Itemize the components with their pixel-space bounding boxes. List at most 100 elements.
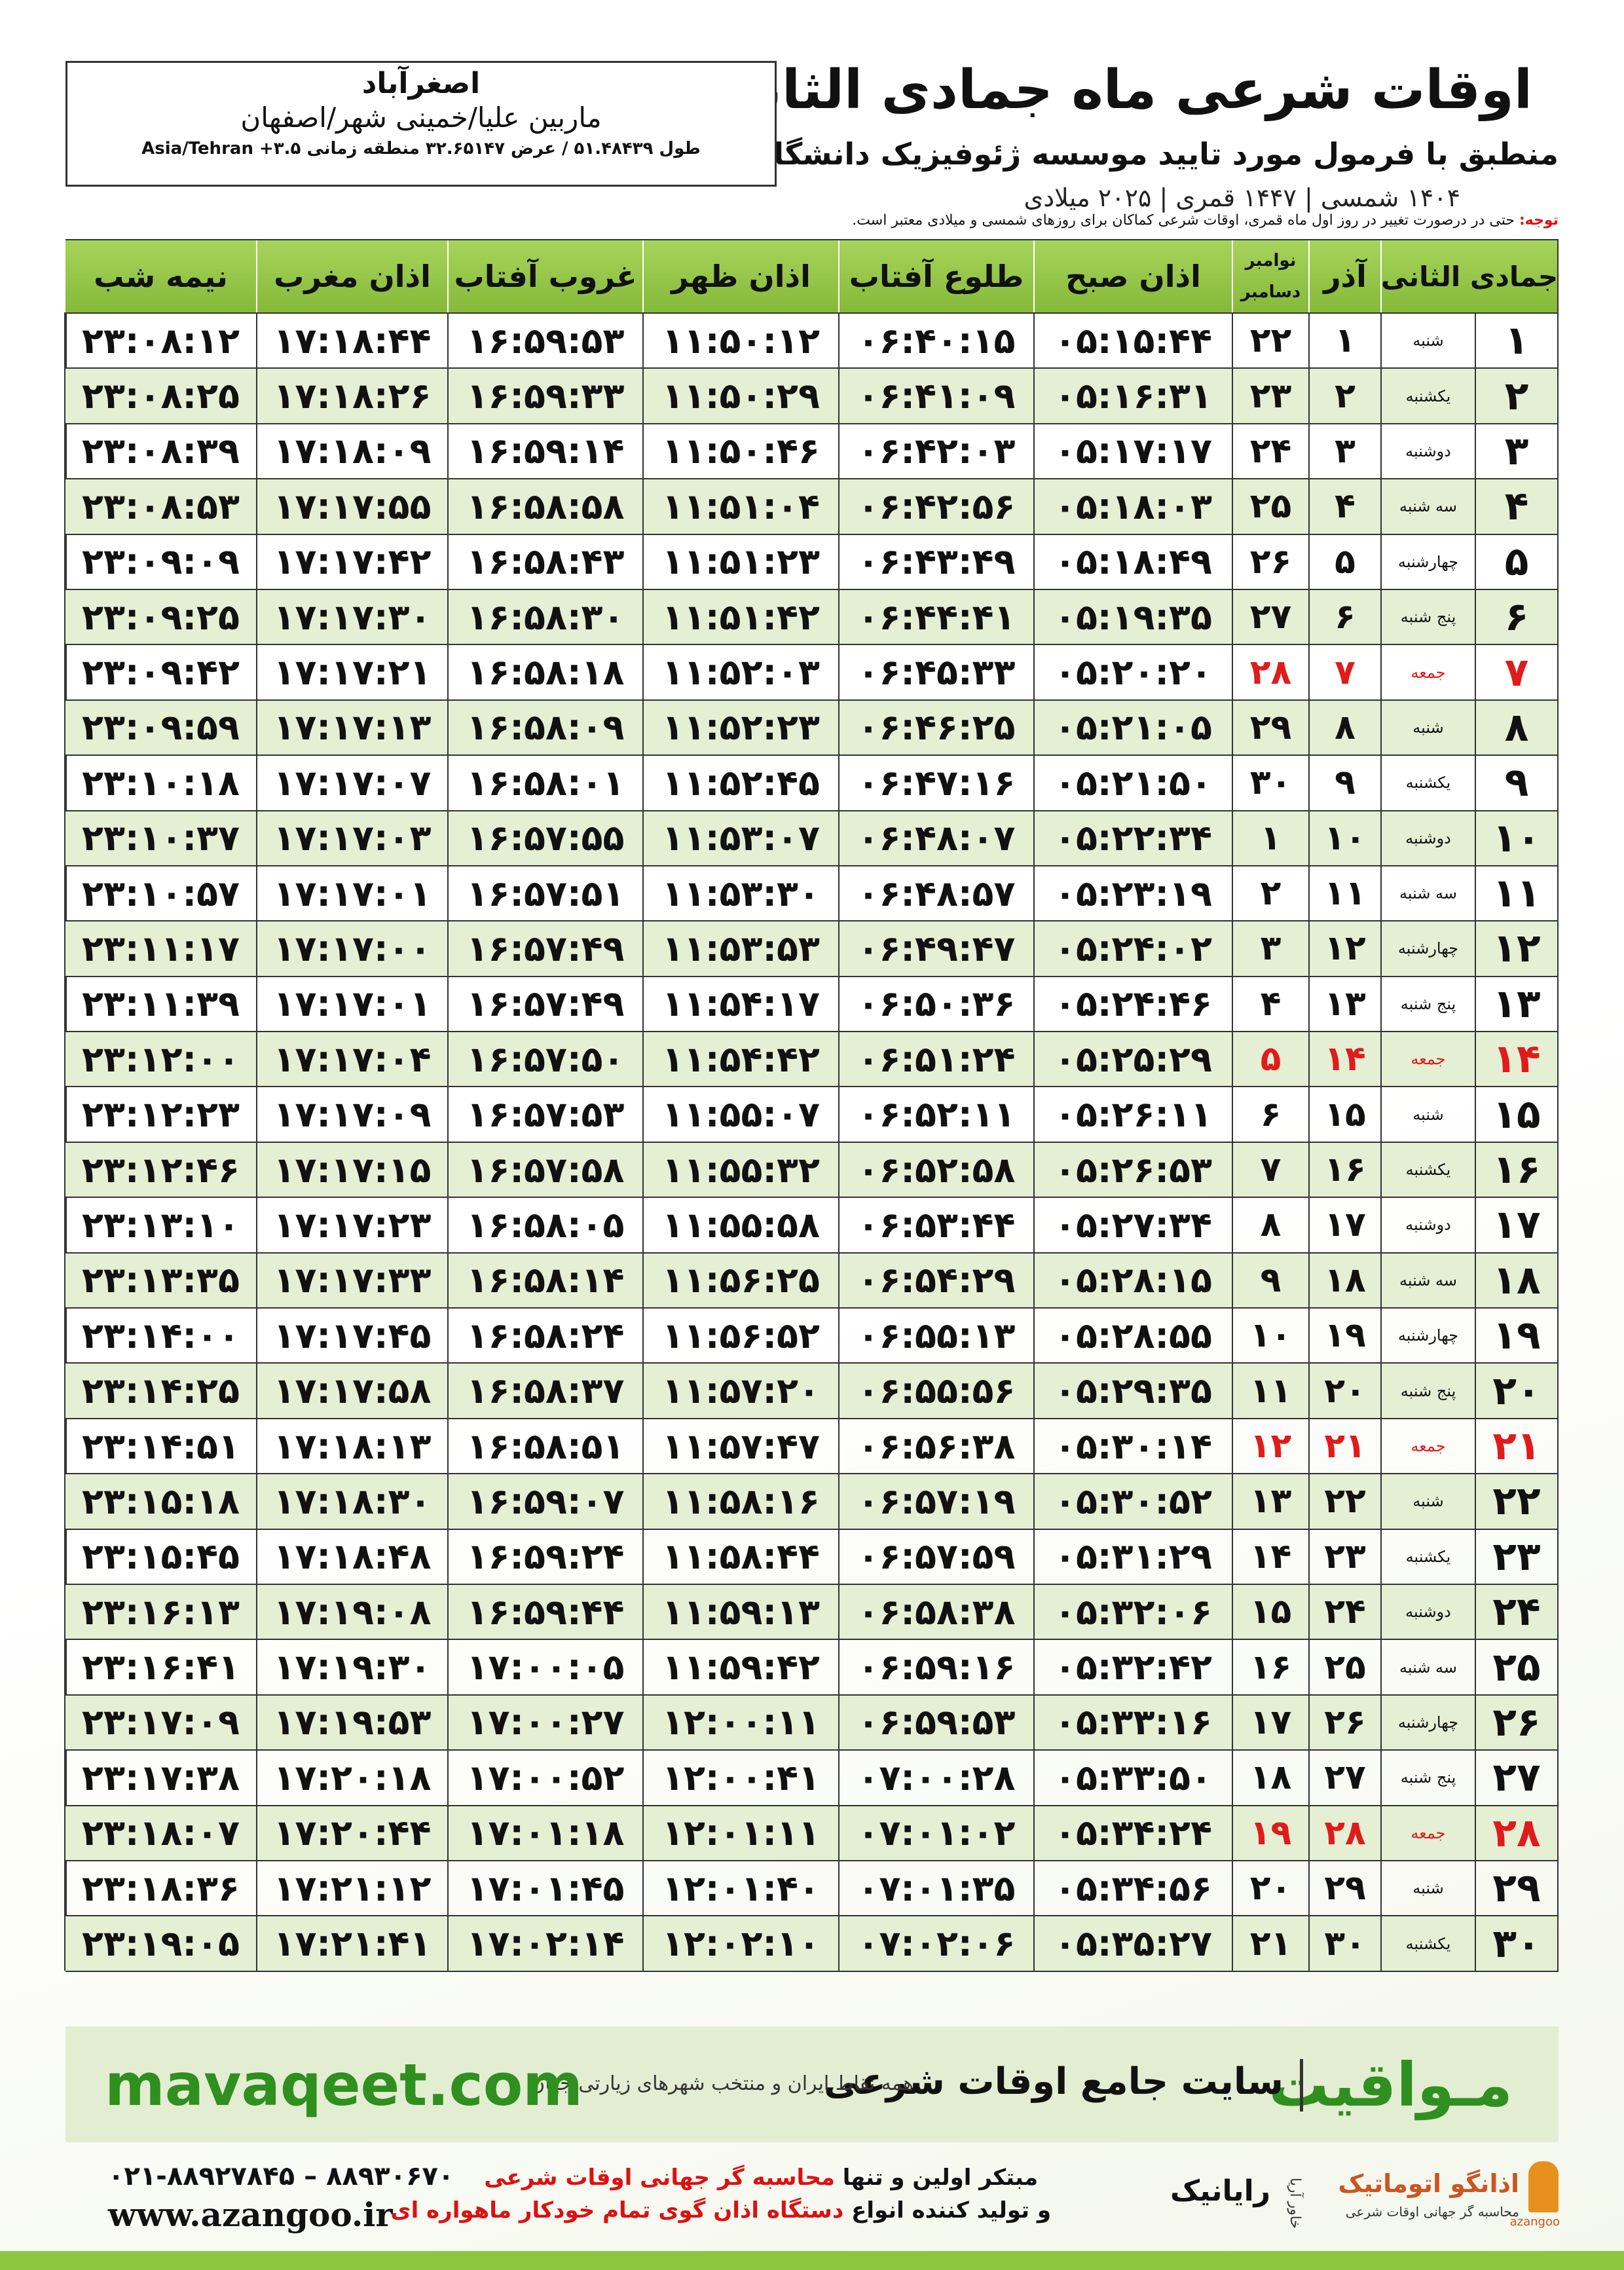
- logo-azangoo-sub: محاسبه گر جهانی اوقات شرعی: [1345, 2204, 1519, 2220]
- cell: ۱۱: [1232, 1362, 1308, 1418]
- cell: یکشنبه: [1380, 1915, 1475, 1971]
- cell: دوشنبه: [1380, 422, 1475, 479]
- cell: ۱۵: [1232, 1583, 1308, 1639]
- cell: ۰۶:۵۲:۵۸: [838, 1141, 1033, 1197]
- cell: ۱۶:۵۹:۱۴: [447, 422, 642, 479]
- cell: ۱۶:۵۸:۰۵: [447, 1197, 642, 1252]
- header-cell: غروب آفتاب: [447, 240, 642, 312]
- cell: ۰۶:۵۴:۲۹: [838, 1252, 1033, 1308]
- cell: ۶: [1308, 588, 1380, 644]
- cell: ۱: [1475, 312, 1557, 368]
- cell: ۱۶:۵۸:۱۸: [447, 644, 642, 699]
- cell: ۱۷:۱۹:۰۸: [256, 1583, 447, 1639]
- cell: ۱۱:۵۴:۱۷: [642, 975, 838, 1032]
- text: محاسبه گر جهانی اوقات شرعی: [484, 2165, 835, 2191]
- logo-azangoo-en: azangoo: [1509, 2215, 1560, 2229]
- note-label: توجه:: [1519, 212, 1559, 229]
- cell: ۲۳:۰۸:۱۲: [64, 312, 256, 368]
- cell: ۱۱:۵۷:۴۷: [642, 1417, 838, 1474]
- cell: ۰۵:۲۵:۲۹: [1033, 1031, 1232, 1087]
- cell: ۱۶:۵۸:۳۷: [447, 1362, 642, 1418]
- location-name: اصغرآباد: [361, 67, 481, 100]
- cell: ۱۶:۵۷:۴۹: [447, 920, 642, 976]
- cell: ۰۶:۵۲:۱۱: [838, 1086, 1033, 1142]
- logo-azangoo: اذانگو اتوماتیک: [1338, 2169, 1519, 2198]
- location-region: ماربین علیا/خمینی شهر/اصفهان: [240, 102, 602, 134]
- cell: ۰۵:۳۲:۴۲: [1033, 1639, 1232, 1694]
- cell: ۱۷:۱۷:۱۳: [256, 699, 447, 755]
- cell: سه شنبه: [1380, 1252, 1475, 1308]
- text: مبتکر اولین و تنها: [834, 2165, 1038, 2191]
- cell: ۱۶: [1232, 1639, 1308, 1694]
- cell: ۲۲: [1232, 312, 1308, 368]
- cell: ۱۱:۵۸:۴۴: [642, 1528, 838, 1584]
- url[interactable]: mavaqeet.com: [105, 2051, 583, 2119]
- cell: ۰۶:۴۵:۳۳: [838, 644, 1033, 699]
- cell: ۳۰: [1232, 754, 1308, 810]
- cell: ۰۵:۳۴:۵۶: [1033, 1859, 1232, 1916]
- cell: پنج شنبه: [1380, 1362, 1475, 1418]
- cell: ۱۶:۵۹:۳۳: [447, 367, 642, 423]
- prayer-table: جمادی الثانی آذر نوامبر دسامبر اذان صبح طلوع …: [64, 239, 1559, 1972]
- cell: ۱۰: [1232, 1307, 1308, 1363]
- cell: شنبه: [1380, 1473, 1475, 1529]
- cell: ۱۶:۵۷:۴۹: [447, 975, 642, 1032]
- cell: ۰۵:۱۸:۰۳: [1033, 478, 1232, 534]
- cell: چهارشنبه: [1380, 1307, 1475, 1363]
- cell: ۱۱:۵۲:۴۵: [642, 754, 838, 810]
- cell: ۱۱:۵۲:۰۳: [642, 644, 838, 699]
- cell: ۰۷:۰۱:۰۲: [838, 1804, 1033, 1860]
- cell: ۱۱:۵۱:۴۲: [642, 588, 838, 644]
- cell: ۱۷:۱۸:۳۰: [256, 1473, 447, 1529]
- cell: ۰۶:۵۰:۳۶: [838, 975, 1033, 1032]
- cell: ۱: [1308, 312, 1380, 368]
- cell: ۰۵:۱۸:۴۹: [1033, 533, 1232, 589]
- cell: ۱۷:۲۰:۱۸: [256, 1749, 447, 1805]
- cell: ۱۲:۰۱:۱۱: [642, 1804, 838, 1860]
- cell: ۱۷:۱۷:۰۷: [256, 754, 447, 810]
- cell: ۲۹: [1475, 1859, 1557, 1916]
- cell: ۹: [1232, 1252, 1308, 1308]
- cell: ۲۸: [1232, 644, 1308, 699]
- header-cell: اذان مغرب: [256, 240, 447, 312]
- cell: ۱۸: [1232, 1749, 1308, 1805]
- cell: دوشنبه: [1380, 1197, 1475, 1252]
- cell: ۰۵:۳۰:۱۴: [1033, 1417, 1232, 1474]
- cell: شنبه: [1380, 1086, 1475, 1142]
- cell: ۱۷:۰۰:۵۲: [447, 1749, 642, 1805]
- header-cell: اذان صبح: [1033, 240, 1232, 312]
- cell: ۲: [1308, 367, 1380, 423]
- cell: ۱۷:۱۸:۱۳: [256, 1417, 447, 1474]
- location-box: اصغرآباد ماربین علیا/خمینی شهر/اصفهان طو…: [65, 61, 777, 187]
- cell: ۲۳:۱۹:۰۵: [64, 1915, 256, 1971]
- cell: ۲۳:۱۷:۰۹: [64, 1694, 256, 1750]
- cell: ۱۶:۵۹:۴۴: [447, 1583, 642, 1639]
- cell: ۲۷: [1308, 1749, 1380, 1805]
- cell: ۵: [1475, 533, 1557, 589]
- cell: ۲۳:۰۹:۴۲: [64, 644, 256, 699]
- cell: ۰۶:۴۲:۰۳: [838, 422, 1033, 479]
- header-cell: طلوع آفتاب: [838, 240, 1033, 312]
- cell: پنج شنبه: [1380, 975, 1475, 1032]
- cell: ۷: [1475, 644, 1557, 699]
- cell: دوشنبه: [1380, 809, 1475, 865]
- cell: ۱۰: [1475, 809, 1557, 865]
- cell: ۰۵:۳۳:۱۶: [1033, 1694, 1232, 1750]
- cell: ۱۶:۵۷:۵۸: [447, 1141, 642, 1197]
- cell: یکشنبه: [1380, 367, 1475, 423]
- cell: ۱۱:۵۱:۰۴: [642, 478, 838, 534]
- text: دستگاه اذان گوی تمام خودکار ماهواره ای: [390, 2197, 844, 2223]
- cell: ۱۲: [1475, 920, 1557, 976]
- cell: ۰۶:۵۷:۱۹: [838, 1473, 1033, 1529]
- cell: ۲۳:۱۶:۱۳: [64, 1583, 256, 1639]
- website[interactable]: www.azangoo.ir: [108, 2195, 393, 2234]
- cell: ۱۷:۲۰:۴۴: [256, 1804, 447, 1860]
- cell: ۰۷:۰۱:۳۵: [838, 1859, 1033, 1916]
- cell: ۰۶:۴۷:۱۶: [838, 754, 1033, 810]
- cell: ۲۳:۰۸:۳۹: [64, 422, 256, 479]
- cell: ۰۵:۲۸:۵۵: [1033, 1307, 1232, 1363]
- cell: ۱۷:۱۹:۵۳: [256, 1694, 447, 1750]
- cell: ۱۷:۱۹:۳۰: [256, 1639, 447, 1694]
- cell: ۱۱: [1475, 865, 1557, 921]
- cell: ۲۳:۱۴:۰۰: [64, 1307, 256, 1363]
